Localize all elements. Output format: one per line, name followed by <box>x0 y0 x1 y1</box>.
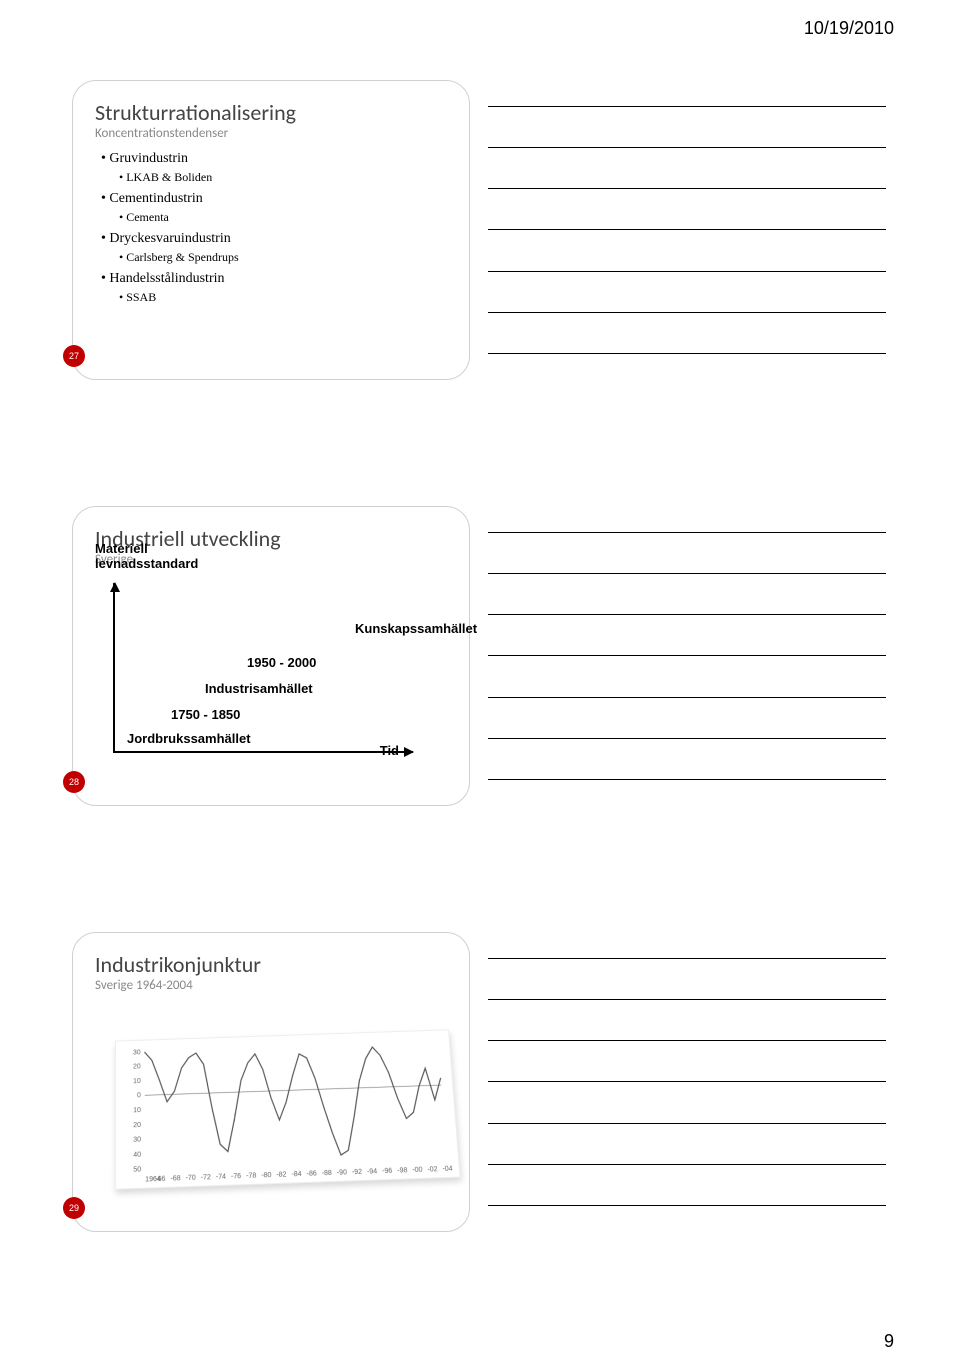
svg-text:30: 30 <box>133 1137 141 1144</box>
list-item: Dryckesvaruindustrin <box>101 231 447 247</box>
list-item: Cementa <box>119 210 447 225</box>
page-number: 9 <box>884 1331 894 1352</box>
slide-28: Industriell utveckling Sverige Materiell… <box>72 506 470 806</box>
svg-text:-70: -70 <box>186 1175 196 1183</box>
svg-text:20: 20 <box>133 1122 141 1129</box>
y-axis <box>113 583 115 753</box>
svg-text:30: 30 <box>133 1049 141 1056</box>
bullet-list: Gruvindustrin LKAB & Boliden Cementindus… <box>95 151 447 305</box>
list-item: Carlsberg & Spendrups <box>119 250 447 265</box>
x-axis-label: Tid <box>380 743 399 758</box>
svg-text:-98: -98 <box>397 1167 408 1175</box>
svg-text:-90: -90 <box>337 1169 348 1177</box>
step-period: 1950 - 2000 <box>247 655 316 670</box>
svg-text:-86: -86 <box>306 1170 317 1178</box>
date-header: 10/19/2010 <box>804 18 894 39</box>
slide-title: Strukturrationalisering <box>95 99 447 126</box>
svg-text:-88: -88 <box>322 1170 333 1178</box>
slide-number-badge: 29 <box>63 1197 85 1219</box>
note-lines <box>488 932 886 1232</box>
svg-text:0: 0 <box>137 1092 141 1099</box>
list-item: Cementindustrin <box>101 191 447 207</box>
svg-text:-72: -72 <box>201 1174 211 1182</box>
svg-text:-96: -96 <box>382 1168 393 1176</box>
slide-subtitle: Koncentrationstendenser <box>95 126 447 141</box>
svg-text:10: 10 <box>133 1078 141 1085</box>
step-label: Industrisamhället <box>205 681 313 696</box>
svg-text:50: 50 <box>133 1166 141 1173</box>
slide-subtitle: Sverige 1964-2004 <box>95 978 447 993</box>
list-item: Handelsstålindustrin <box>101 271 447 287</box>
list-item: LKAB & Boliden <box>119 170 447 185</box>
slide-29: Industrikonjunktur Sverige 1964-2004 30 2… <box>72 932 470 1232</box>
slide-27: Strukturrationalisering Koncentrationste… <box>72 80 470 380</box>
step-label: Kunskapssamhället <box>355 621 477 636</box>
note-lines <box>488 506 886 806</box>
svg-text:-02: -02 <box>427 1166 438 1174</box>
svg-text:10: 10 <box>133 1107 141 1114</box>
svg-text:-84: -84 <box>291 1171 302 1179</box>
svg-text:40: 40 <box>133 1151 141 1158</box>
svg-text:-68: -68 <box>170 1175 180 1183</box>
note-lines <box>488 80 886 380</box>
slide-number-badge: 28 <box>63 771 85 793</box>
list-item: Gruvindustrin <box>101 151 447 167</box>
svg-text:-78: -78 <box>246 1172 257 1180</box>
step-diagram: Materiell levnadsstandard Tid Kunskapssa… <box>95 573 447 773</box>
svg-text:-94: -94 <box>367 1168 378 1176</box>
line-chart: 30201001020304050 1964-66-68-70-72-74-76… <box>95 1003 447 1203</box>
svg-text:20: 20 <box>133 1063 141 1070</box>
slide-title: Industrikonjunktur <box>95 951 447 978</box>
svg-text:-00: -00 <box>412 1167 423 1175</box>
svg-text:-66: -66 <box>155 1176 165 1184</box>
svg-text:-92: -92 <box>352 1169 363 1177</box>
y-axis-label: Materiell levnadsstandard <box>95 541 215 571</box>
svg-text:-82: -82 <box>276 1171 287 1179</box>
list-item: SSAB <box>119 290 447 305</box>
slide-number-badge: 27 <box>63 345 85 367</box>
svg-text:-04: -04 <box>442 1166 453 1174</box>
chart-svg: 30201001020304050 1964-66-68-70-72-74-76… <box>116 1030 460 1188</box>
step-period: 1750 - 1850 <box>171 707 240 722</box>
step-label: Jordbrukssamhället <box>127 731 251 746</box>
svg-text:-76: -76 <box>231 1173 242 1181</box>
svg-text:-80: -80 <box>261 1172 272 1180</box>
x-axis <box>113 751 413 753</box>
svg-text:-74: -74 <box>216 1174 226 1182</box>
